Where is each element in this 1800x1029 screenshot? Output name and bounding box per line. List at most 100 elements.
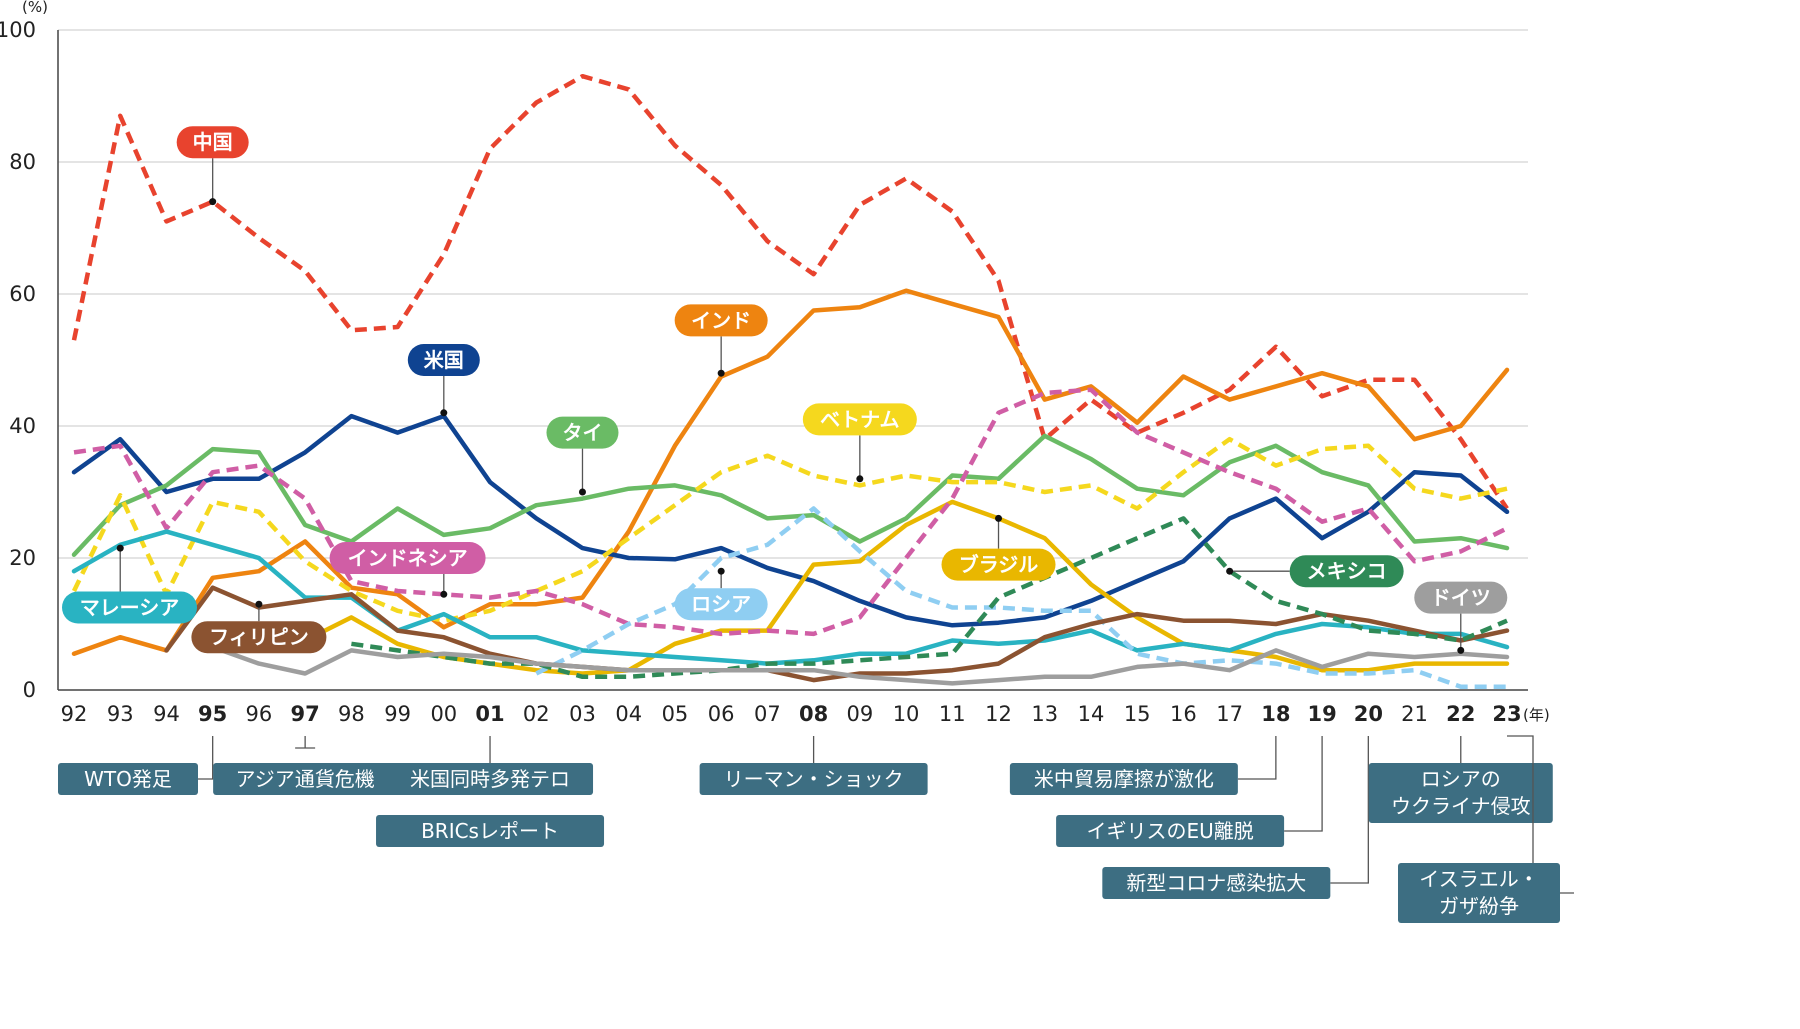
series-callout: タイ (546, 416, 619, 496)
event-annotations: WTO発足 アジア通貨危機 米国同時多発テロ BRICsレポート リーマン・ショック 米中… (58, 735, 1574, 923)
y-tick-label: 20 (9, 546, 36, 570)
series-label-pill (546, 416, 619, 449)
event-leader (1237, 736, 1277, 780)
event-leader (1330, 736, 1369, 884)
x-tick-label: 98 (338, 702, 365, 726)
event-label-box (1102, 867, 1331, 899)
callout-anchor-dot (440, 409, 448, 417)
x-tick-label: 09 (846, 702, 873, 726)
x-tick-label: 19 (1307, 702, 1336, 726)
series-line-ドイツ (210, 644, 1510, 686)
callout-anchor-dot (856, 475, 864, 483)
series-label-pill (941, 548, 1056, 581)
x-tick-label: 17 (1216, 702, 1243, 726)
series-callout: ロシア (674, 567, 768, 621)
y-tick-label: 40 (9, 414, 36, 438)
x-tick-label: 96 (246, 702, 273, 726)
x-tick-label: 97 (291, 702, 320, 726)
event-annotation: アジア通貨危機 (213, 736, 398, 795)
event-leader (198, 736, 214, 780)
series-label-pill (674, 588, 768, 621)
x-tick-label: 94 (153, 702, 180, 726)
event-label-text: ウクライナ侵攻 (1391, 794, 1531, 818)
y-tick-label: 0 (23, 678, 36, 702)
axes: 0 20 40 60 80 100 (%) 92 93 94 95 96 97 98 99 00 01 02 03 0… (0, 0, 1550, 726)
series-callout: フィリピン (191, 600, 327, 654)
series-label-text: マレーシア (80, 596, 180, 620)
x-tick-label: 07 (754, 702, 781, 726)
x-tick-label: 01 (475, 702, 504, 726)
event-label-box (699, 763, 928, 795)
series-callout: ブラジル (941, 514, 1056, 581)
event-label-text: 米国同時多発テロ (410, 767, 570, 791)
series-label-text: ベトナム (820, 407, 899, 431)
gridlines (58, 29, 1528, 559)
x-tick-label: 06 (708, 702, 735, 726)
event-label-box (213, 763, 398, 795)
event-label-text: 新型コロナ感染拡大 (1126, 871, 1306, 895)
event-label-text: BRICsレポート (421, 819, 559, 843)
series-line-タイ (71, 433, 1510, 557)
callout-anchor-dot (1457, 646, 1465, 654)
event-label-text: ロシアの (1421, 767, 1501, 791)
callout-anchor-dot (209, 198, 217, 206)
x-tick-label: 05 (662, 702, 689, 726)
series-label-text: インドネシア (348, 546, 468, 570)
callout-anchor-dot (116, 544, 124, 552)
series-callout: ベトナム (802, 403, 917, 483)
series-label-text: フィリピン (209, 625, 309, 649)
event-label-text: WTO発足 (84, 767, 172, 791)
series-callout: 米国 (407, 344, 480, 417)
x-tick-label: 10 (893, 702, 920, 726)
series-callout: ドイツ (1414, 581, 1508, 654)
x-tick-label: 02 (523, 702, 550, 726)
series-label-pill (329, 542, 486, 574)
callout-anchor-dot (717, 567, 725, 575)
x-tick-label: 14 (1078, 702, 1105, 726)
event-label-box (387, 763, 594, 795)
x-tick-label: 08 (799, 702, 828, 726)
series-label-pill (407, 344, 480, 376)
series-label-text: 米国 (424, 348, 464, 372)
series-label-text: タイ (562, 421, 602, 445)
x-tick-label: 99 (384, 702, 411, 726)
y-tick-label: 60 (9, 282, 36, 306)
series-label-text: ロシア (691, 592, 751, 616)
event-leader (1284, 736, 1323, 832)
event-label-box (1056, 815, 1285, 847)
series-label-pill (191, 621, 327, 654)
x-tick-label: 92 (61, 702, 88, 726)
series-label-pill (62, 591, 197, 624)
callout-anchor-dot (578, 488, 586, 496)
x-tick-label: 13 (1031, 702, 1058, 726)
series-line-中国 (71, 73, 1509, 510)
x-tick-label: 95 (198, 702, 227, 726)
series-label-pill (802, 403, 917, 436)
y-tick-label: 80 (9, 150, 36, 174)
callout-anchor-dot (995, 514, 1003, 522)
event-label-box (1398, 863, 1560, 923)
series-lines (71, 73, 1510, 689)
series-label-pill (1414, 581, 1508, 614)
callout-anchor-dot (255, 600, 263, 608)
callout-anchor-dot (1226, 567, 1234, 575)
event-annotation: BRICsレポート (376, 815, 605, 847)
event-annotation: WTO発足 (58, 736, 214, 795)
x-tick-label: 21 (1401, 702, 1428, 726)
x-tick-label: 20 (1354, 702, 1383, 726)
y-unit-label: (%) (22, 0, 48, 16)
event-leader (295, 736, 316, 749)
series-label-pill (176, 126, 249, 159)
x-tick-label: 15 (1124, 702, 1151, 726)
series-callout: マレーシア (62, 544, 197, 624)
event-annotation: 米国同時多発テロ (387, 736, 594, 795)
event-label-text: イスラエル・ (1419, 867, 1538, 891)
event-label-text: アジア通貨危機 (236, 767, 375, 791)
series-line-インドネシア (73, 387, 1509, 637)
series-line-フィリピン (164, 585, 1510, 683)
series-callout: メキシコ (1226, 555, 1404, 588)
series-label-pill (1289, 555, 1404, 588)
